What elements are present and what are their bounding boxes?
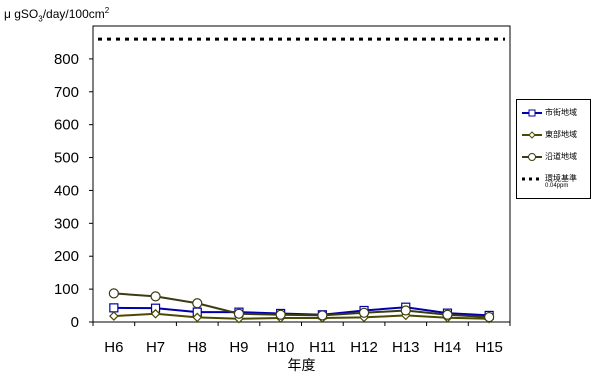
y-tick-label: 400	[54, 182, 79, 199]
legend-item: 東部地域	[521, 128, 591, 142]
y-tick-label: 0	[71, 314, 79, 331]
data-point	[109, 303, 119, 313]
y-tick-label: 500	[54, 150, 79, 167]
x-tick-label: H15	[475, 339, 503, 356]
legend-label: 市街地域	[545, 108, 577, 117]
y-tick-label: 100	[54, 281, 79, 298]
legend-swatch	[522, 177, 542, 181]
data-point	[358, 307, 370, 318]
plot-area-frame	[92, 25, 511, 323]
data-point	[317, 310, 328, 321]
y-tick-label: 800	[54, 51, 79, 68]
x-tick-label: H10	[267, 339, 295, 356]
legend-label: 沿道地域	[545, 152, 577, 161]
x-tick-label: H12	[350, 339, 378, 356]
y-tick-label: 300	[54, 215, 79, 232]
data-point	[192, 298, 203, 309]
y-axis-label: μ gSO3/day/100cm2	[4, 6, 110, 24]
chart-legend: 市街地域東部地域沿道地域環境基準 0.04ppm	[516, 99, 591, 199]
data-point	[109, 311, 119, 321]
data-point	[108, 288, 119, 299]
series-line-1	[113, 312, 490, 320]
legend-label: 環境基準	[545, 174, 577, 183]
data-point	[400, 305, 411, 316]
legend-sublabel: 0.04ppm	[545, 183, 569, 189]
x-tick-label: H13	[392, 339, 420, 356]
data-point	[192, 312, 203, 323]
x-tick-label: H6	[104, 339, 123, 356]
legend-swatch	[522, 153, 542, 161]
legend-item: 環境基準 0.04ppm	[521, 172, 591, 189]
y-tick-label: 600	[54, 117, 79, 134]
legend-label: 東部地域	[545, 130, 577, 139]
x-tick-label: H8	[188, 339, 207, 356]
data-point	[150, 308, 161, 319]
data-point	[150, 291, 161, 302]
y-tick-label: 700	[54, 84, 79, 101]
legend-item: 市街地域	[521, 106, 591, 120]
x-axis-title: 年度	[288, 358, 316, 374]
legend-swatch	[522, 131, 542, 139]
y-tick-label: 200	[54, 248, 79, 265]
x-tick-label: H9	[229, 339, 248, 356]
x-tick-label: H11	[309, 339, 335, 356]
series-line-2	[113, 292, 490, 319]
legend-swatch	[522, 109, 542, 117]
legend-item: 沿道地域	[521, 150, 591, 164]
x-tick-label: H14	[434, 339, 462, 356]
data-point	[442, 309, 453, 320]
data-point	[484, 311, 495, 323]
data-point	[233, 308, 245, 319]
x-tick-label: H7	[146, 339, 165, 356]
data-point	[275, 309, 286, 320]
